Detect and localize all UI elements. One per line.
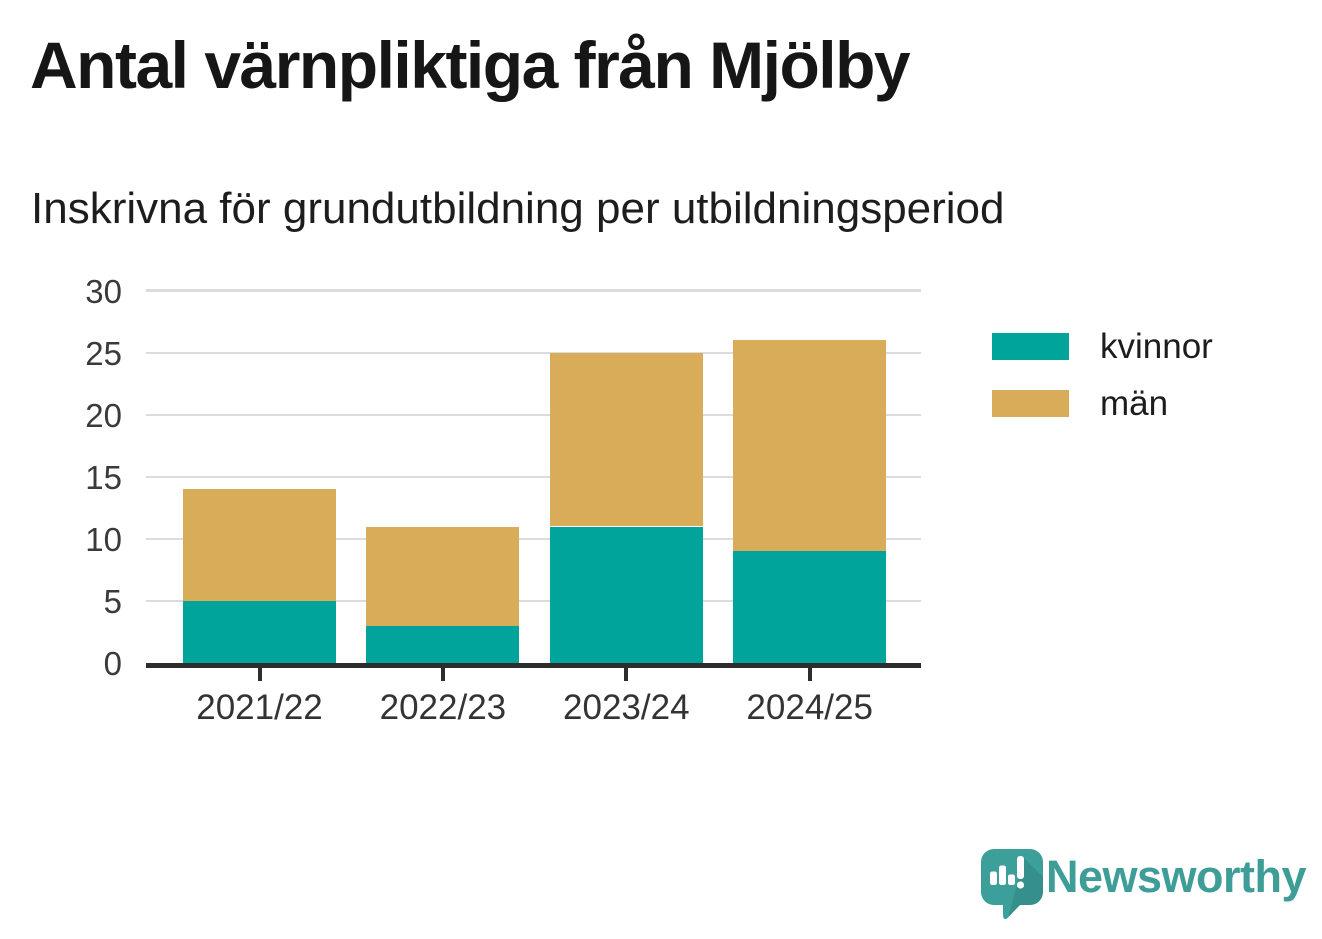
x-axis-tick-3 xyxy=(807,667,812,681)
x-axis-tick-1 xyxy=(440,667,445,681)
x-axis-label-1: 2022/23 xyxy=(379,688,507,727)
bar-segment-man-0 xyxy=(183,489,336,601)
gridline xyxy=(146,351,921,354)
bar-segment-man-1 xyxy=(366,526,520,626)
legend-swatch-kvinnor xyxy=(992,333,1069,360)
x-axis-label-0: 2021/22 xyxy=(196,688,323,727)
legend-swatch-man xyxy=(992,390,1069,417)
gridline xyxy=(146,289,921,292)
gridline xyxy=(146,475,921,479)
page-title: Antal värnpliktiga från Mjölby xyxy=(30,28,911,102)
x-axis-line xyxy=(146,663,921,668)
y-axis-label-10: 10 xyxy=(85,520,122,558)
logo-bars-exclamation-icon xyxy=(990,856,1025,889)
y-axis-label-0: 0 xyxy=(103,645,122,682)
x-axis-tick-2 xyxy=(624,667,629,681)
y-axis-label-5: 5 xyxy=(103,583,122,620)
gridline xyxy=(146,599,921,603)
legend-label-kvinnor: kvinnor xyxy=(1100,326,1213,366)
bar-segment-kvinnor-1 xyxy=(366,625,520,663)
logo-shadow xyxy=(1008,858,1043,918)
x-axis-label-2: 2023/24 xyxy=(563,688,690,727)
x-axis-label-3: 2024/25 xyxy=(746,688,873,727)
y-axis-label-15: 15 xyxy=(85,458,122,496)
bar-segment-kvinnor-2 xyxy=(549,526,703,663)
bar-segment-kvinnor-3 xyxy=(733,551,887,663)
y-axis-label-25: 25 xyxy=(85,334,122,372)
chart-subtitle: Inskrivna för grundutbildning per utbild… xyxy=(31,184,1005,233)
bar-segment-man-3 xyxy=(733,340,887,552)
y-axis-label-20: 20 xyxy=(85,396,122,434)
newsworthy-logo-icon xyxy=(981,849,1043,920)
gridline xyxy=(146,537,921,541)
x-axis-tick-0 xyxy=(257,667,262,681)
y-axis-label-30: 30 xyxy=(85,272,122,310)
bar-segment-kvinnor-0 xyxy=(183,601,336,663)
legend-label-man: män xyxy=(1100,383,1169,423)
bar-segment-man-2 xyxy=(549,352,703,527)
newsworthy-wordmark: Newsworthy xyxy=(1046,851,1307,902)
gridline xyxy=(146,413,921,417)
